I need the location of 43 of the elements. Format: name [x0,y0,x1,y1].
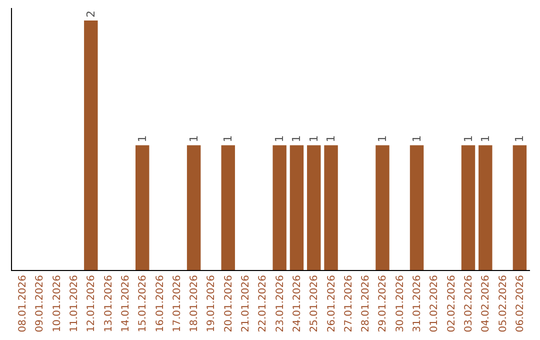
data-label: 1 [462,135,475,142]
x-tick-label: 20.01.2026 [223,275,234,332]
x-tick-label: 15.01.2026 [138,275,149,332]
x-tick-label: 12.01.2026 [86,275,98,332]
x-tick-label: 25.01.2026 [309,275,320,332]
x-tick-label: 14.01.2026 [120,275,132,332]
x-tick-label: 10.01.2026 [52,275,63,332]
x-tick-label: 31.01.2026 [412,275,424,332]
x-tick-label: 27.01.2026 [343,275,354,332]
x-tick-label: 05.02.2026 [498,275,509,332]
x-tick-label: 21.01.2026 [240,275,252,332]
data-label: 1 [513,135,526,142]
data-label: 1 [324,135,338,142]
x-tick-label: 16.01.2026 [154,275,166,332]
x-tick-label: 17.01.2026 [172,275,183,332]
data-label: 1 [273,135,286,142]
x-tick-label: 09.01.2026 [34,275,46,332]
x-tick-label: 24.01.2026 [292,275,303,332]
data-label: 1 [187,135,200,142]
x-tick-label: 19.01.2026 [206,275,218,332]
x-tick-label: 04.02.2026 [480,275,492,332]
x-tick-label: 30.01.2026 [394,275,406,332]
data-label: 1 [410,135,424,142]
x-tick-label: 28.01.2026 [360,275,372,332]
x-tick-label: 08.01.2026 [18,275,29,332]
x-tick-label: 22.01.2026 [258,275,269,332]
x-tick-label: 26.01.2026 [326,275,338,332]
data-label: 1 [478,135,492,142]
x-tick-label: 23.01.2026 [274,275,286,332]
x-tick-label: 02.02.2026 [446,275,458,332]
x-tick-label: 11.01.2026 [69,275,80,332]
x-tick-label: 18.01.2026 [189,275,200,332]
x-tick-label: 01.02.2026 [429,275,440,332]
x-tick-label: 06.02.2026 [514,275,526,332]
data-label: 1 [290,135,304,142]
data-label: 1 [222,135,235,142]
data-label: 1 [376,135,389,142]
data-label: 1 [307,135,320,142]
data-label: 2 [84,10,98,18]
data-label: 1 [136,135,149,142]
x-tick-label: 13.01.2026 [103,275,114,332]
x-tick-label: 29.01.2026 [378,275,389,332]
x-tick-label: 03.02.2026 [464,275,474,332]
